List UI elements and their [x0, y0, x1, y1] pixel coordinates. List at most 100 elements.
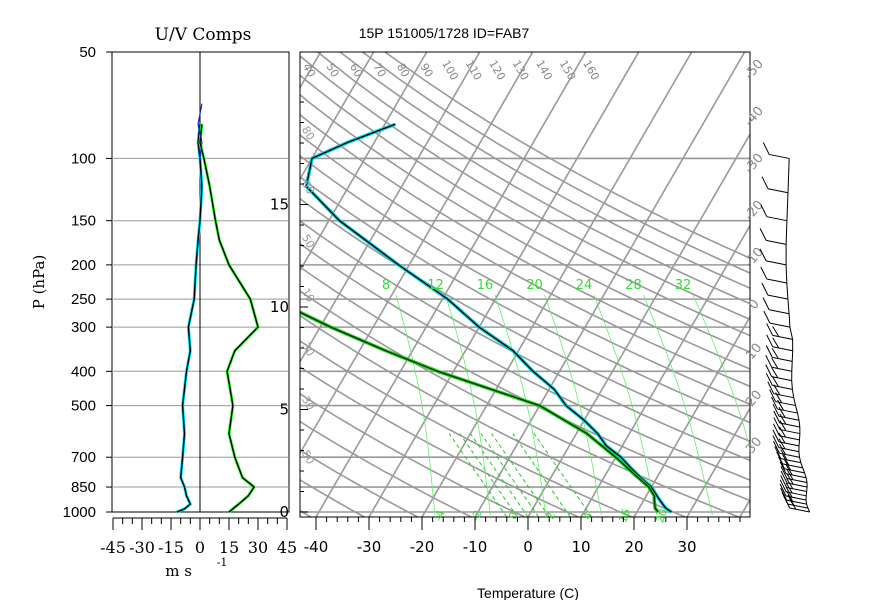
wind-barb-flag [766, 216, 787, 222]
wind-barb-flag [772, 356, 793, 362]
dry-adiabat [300, 93, 750, 354]
isotherm-right-label: -40 [742, 104, 767, 130]
isotherm-right-label: -50 [742, 57, 767, 83]
wind-barb-feather [767, 381, 775, 394]
mixing-ratio-dashed [448, 433, 508, 517]
dry-adiabat [300, 339, 634, 517]
dry-adiabat [300, 365, 581, 517]
temp-tick-label: -20 [410, 538, 435, 556]
isotherm-right-label: -20 [742, 198, 767, 224]
wind-barb-flag [786, 499, 807, 505]
u-component-cyan [176, 124, 204, 514]
wind-barb-flag [772, 346, 793, 352]
uv-pressure-label: 850 [71, 479, 96, 496]
wind-barb-flag [773, 393, 794, 399]
wind-barb-feather [778, 406, 786, 418]
moist-adiabat [494, 294, 547, 516]
wind-barb-feather [772, 435, 780, 448]
uv-pressure-label: 500 [71, 398, 96, 415]
wind-barb-flag [779, 435, 800, 441]
mixing-ratio-dashed [469, 433, 529, 517]
theta-top-label: 120 [486, 58, 508, 83]
uv-x-tick-label: 0 [195, 538, 205, 557]
temp-tick-label: -30 [357, 538, 382, 556]
dry-adiabat [300, 113, 750, 370]
wind-barb-feather [773, 441, 780, 454]
uv-panel-title: U/V Comps [155, 25, 252, 45]
wind-barb-feather [762, 297, 770, 310]
uv-pressure-label: 200 [71, 257, 96, 274]
moist-adiabat [445, 294, 491, 516]
wind-barb-feather [781, 491, 789, 505]
wind-barb-feather [759, 248, 767, 262]
mixing-ratio-bottom-label: 0 [506, 510, 521, 521]
wind-barb-flag [767, 294, 789, 300]
wind-barb-feather [765, 373, 773, 386]
uv-x-tick-label: 15 [219, 538, 239, 557]
temperature-ticks: -40 -30 -20 -10 0 10 20 30 [304, 517, 741, 556]
wind-barb-feather [766, 334, 774, 348]
dry-adiabat [300, 134, 750, 388]
wind-barb-flag [779, 422, 800, 428]
mixing-ratio-label: 8 [382, 278, 390, 293]
chart-title: 15P 151005/1728 ID=FAB7 [359, 25, 530, 41]
wind-barb-flag [785, 495, 807, 501]
theta-top-label: 140 [533, 58, 555, 83]
wind-barb-feather [779, 479, 787, 493]
wind-barb-feather [766, 323, 774, 336]
uv-pressure-label: 150 [71, 213, 96, 230]
uv-pressure-label: 700 [71, 449, 96, 466]
mixing-ratio-bottom-label: 16 [616, 507, 633, 525]
u-component-line [176, 124, 203, 513]
uv-pressure-label: 250 [71, 291, 96, 308]
dry-adiabat [300, 220, 750, 462]
temp-tick-label: 30 [677, 538, 696, 556]
wind-barb-feather [779, 483, 787, 497]
theta-top-label: 50 [323, 61, 341, 80]
theta-top-label: 130 [510, 58, 532, 83]
theta-side-label: 50 [299, 448, 317, 467]
dry-adiabat [300, 392, 527, 517]
wind-barb-flag [784, 468, 805, 474]
wind-barbs [759, 142, 811, 513]
wind-barb-feather [773, 410, 781, 424]
wind-barb-flag [782, 463, 803, 469]
dry-adiabat [300, 290, 741, 517]
isotherm [300, 52, 375, 181]
wind-barb-feather [765, 345, 773, 358]
theta-side-label: 80 [299, 178, 317, 197]
wind-barb-feather [780, 475, 788, 488]
wind-barb-feather [772, 337, 780, 349]
mixing-ratio-label: 24 [576, 278, 593, 293]
isotherm [300, 52, 322, 90]
uv-pressure-tick-labels: 50 100 150 200 250 300 400 500 700 850 1000 [63, 44, 96, 521]
theta-side-label: 10 [299, 286, 317, 305]
wind-barb-staff [785, 158, 811, 513]
isotherm-right-label: 0 [746, 297, 763, 313]
temp-tick-label: -40 [304, 538, 329, 556]
dewpoint-profile [300, 311, 659, 513]
wind-barb-feather [760, 204, 768, 217]
wind-barb-feather [780, 487, 788, 501]
dry-adiabat [300, 242, 750, 481]
mixing-ratio-bottom-label: -2 [469, 508, 485, 523]
wind-barb-flag [779, 429, 800, 435]
temp-tick-label: 10 [571, 538, 590, 556]
uv-x-axis-label-superscript: -1 [217, 556, 228, 569]
mixing-ratio-bottom-label: 4 [580, 510, 595, 521]
mixing-ratio-dashed [491, 433, 550, 517]
uv-x-tick-label: 30 [248, 538, 268, 557]
uv-x-tick-label: -30 [129, 538, 155, 557]
mixing-ratio-dashed [512, 433, 571, 517]
wind-barb-flag [772, 334, 793, 340]
wind-barb-feather [780, 449, 788, 460]
wind-barb-flag [786, 477, 808, 483]
wind-barb-flag [769, 309, 790, 315]
wind-barb-feather [774, 446, 782, 459]
wind-barb-feather [776, 451, 784, 465]
moist-adiabat [692, 294, 750, 449]
mixing-ratio-label: 32 [675, 278, 692, 293]
mixing-ratio-bottom-label: 2 [543, 510, 558, 521]
mixing-ratio-dashed [533, 433, 593, 517]
isotherm [686, 406, 750, 517]
